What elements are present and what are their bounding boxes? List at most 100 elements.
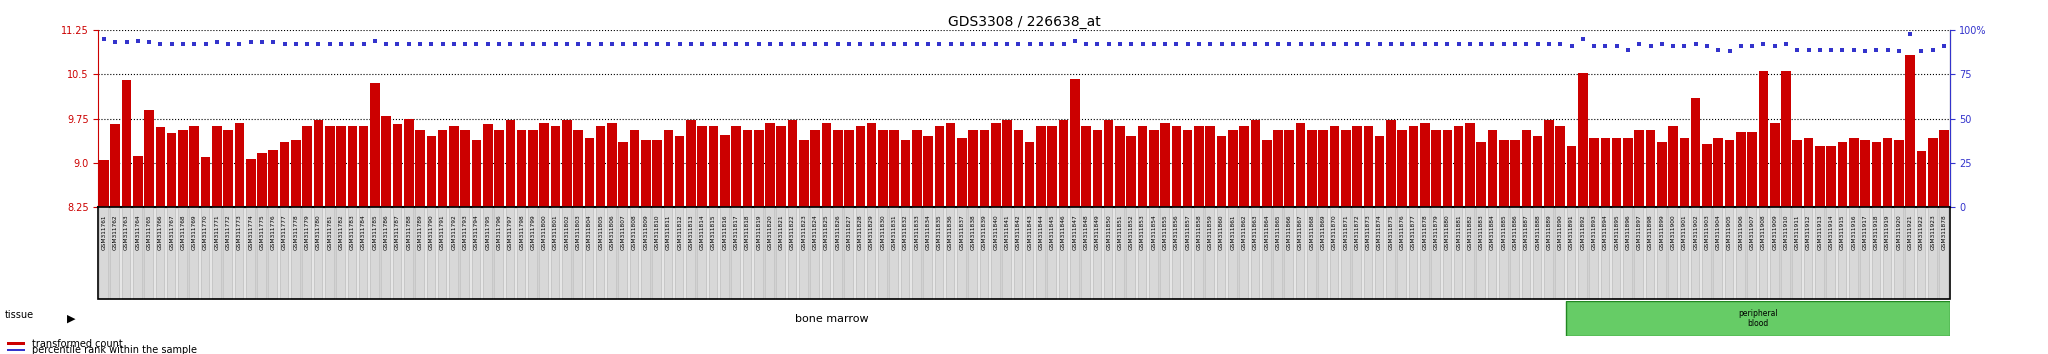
Bar (629, 130, 639, 207)
Bar (166, 133, 176, 207)
Point (1759, 43, 1792, 49)
Text: GSM311860: GSM311860 (1219, 215, 1225, 250)
Point (629, 41, 662, 47)
Point (348, 41, 381, 47)
Text: GSM311811: GSM311811 (666, 215, 672, 250)
Text: GSM311789: GSM311789 (418, 215, 422, 250)
Point (1679, 41, 1712, 47)
Text: GSM311767: GSM311767 (170, 215, 174, 250)
Point (799, 41, 831, 47)
Bar (1849, 138, 1858, 207)
Bar (506, 120, 516, 207)
Bar (1442, 130, 1452, 207)
Text: GSM311840: GSM311840 (993, 215, 997, 250)
Bar (1092, 130, 1102, 207)
Bar (1939, 130, 1950, 207)
Point (1227, 41, 1260, 47)
Point (1114, 41, 1147, 47)
Text: GSM311873: GSM311873 (1366, 215, 1370, 250)
FancyBboxPatch shape (956, 207, 967, 299)
Text: GSM311908: GSM311908 (1761, 215, 1765, 250)
Bar (1894, 141, 1905, 207)
Bar (6, 349, 25, 352)
FancyBboxPatch shape (1509, 207, 1520, 299)
Text: ▶: ▶ (66, 314, 76, 324)
Point (651, 41, 684, 47)
Point (449, 41, 481, 47)
Text: GSM311886: GSM311886 (1513, 215, 1518, 250)
Text: GSM311820: GSM311820 (768, 215, 772, 250)
Point (1069, 41, 1102, 47)
FancyBboxPatch shape (799, 207, 809, 299)
Bar (924, 136, 932, 207)
Text: GSM311782: GSM311782 (338, 215, 344, 250)
Text: GSM311808: GSM311808 (633, 215, 637, 250)
Point (1827, 47, 1860, 52)
Point (1419, 41, 1452, 47)
Text: GSM311923: GSM311923 (1931, 215, 1935, 250)
Point (1364, 41, 1397, 47)
Point (143, 41, 176, 47)
Text: GSM311815: GSM311815 (711, 215, 717, 250)
Bar (281, 142, 289, 207)
Bar (743, 130, 752, 207)
Point (301, 41, 334, 47)
Bar (223, 130, 233, 207)
Bar (1194, 126, 1204, 207)
Point (979, 41, 1012, 47)
Text: GSM311903: GSM311903 (1704, 215, 1710, 250)
FancyBboxPatch shape (156, 207, 166, 299)
Point (1589, 43, 1622, 49)
FancyBboxPatch shape (1737, 207, 1745, 299)
Point (1905, 48, 1937, 54)
Bar (111, 125, 121, 207)
FancyBboxPatch shape (1329, 207, 1339, 299)
Text: GSM311906: GSM311906 (1739, 215, 1743, 250)
Text: GSM311863: GSM311863 (1253, 215, 1257, 250)
Bar (991, 123, 1001, 207)
Text: GSM311911: GSM311911 (1794, 215, 1800, 250)
Point (528, 41, 561, 47)
Text: GSM311783: GSM311783 (350, 215, 354, 250)
Bar (313, 120, 324, 207)
Point (1532, 41, 1565, 47)
Bar (1499, 141, 1509, 207)
Bar (1239, 126, 1249, 207)
Point (1894, 31, 1927, 36)
Text: GSM311799: GSM311799 (530, 215, 535, 250)
Text: GSM311917: GSM311917 (1862, 215, 1868, 250)
Point (754, 41, 786, 47)
Bar (1882, 138, 1892, 207)
FancyBboxPatch shape (844, 207, 854, 299)
Bar (1905, 56, 1915, 207)
FancyBboxPatch shape (539, 207, 549, 299)
Point (1001, 41, 1034, 47)
Text: GSM311881: GSM311881 (1456, 215, 1460, 250)
Bar (979, 130, 989, 207)
Text: transformed count: transformed count (33, 339, 123, 349)
Bar (1116, 126, 1124, 207)
Text: peripheral
blood: peripheral blood (1739, 309, 1778, 328)
Bar (303, 126, 311, 207)
Bar (1769, 123, 1780, 207)
FancyBboxPatch shape (461, 207, 469, 299)
Point (584, 41, 616, 47)
Point (889, 41, 922, 47)
Point (1014, 41, 1047, 47)
Bar (1464, 123, 1475, 207)
FancyBboxPatch shape (1849, 207, 1858, 299)
Bar (1284, 130, 1294, 207)
FancyBboxPatch shape (1679, 207, 1690, 299)
FancyBboxPatch shape (1894, 207, 1905, 299)
Bar (1927, 138, 1937, 207)
FancyBboxPatch shape (1262, 207, 1272, 299)
Bar (1724, 141, 1735, 207)
Bar (1014, 130, 1024, 207)
Text: GSM311765: GSM311765 (147, 215, 152, 250)
Bar (1364, 126, 1372, 207)
Bar (1815, 146, 1825, 207)
Point (618, 41, 651, 47)
Bar (1669, 126, 1677, 207)
FancyBboxPatch shape (1104, 207, 1114, 299)
Text: GSM311822: GSM311822 (791, 215, 795, 250)
